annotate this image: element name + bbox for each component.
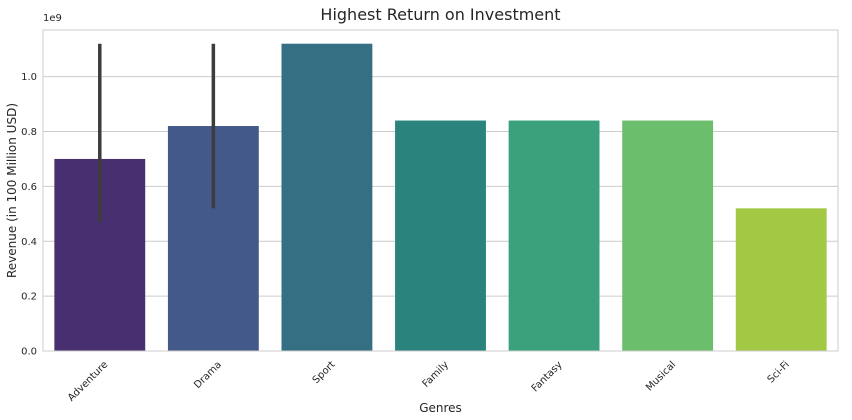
- x-tick-label: Family: [421, 359, 452, 390]
- x-tick-label: Adventure: [66, 359, 110, 403]
- x-tick-label: Sport: [311, 359, 338, 386]
- y-tick-label: 0.4: [21, 237, 37, 248]
- bar-family: [395, 120, 486, 352]
- y-tick-label: 0.2: [21, 292, 37, 303]
- x-tick-label: Drama: [192, 359, 224, 391]
- x-tick-label: Musical: [644, 359, 678, 393]
- plot-frame: [42, 29, 839, 352]
- y-tick-label: 1.0: [21, 72, 37, 83]
- x-axis-label: Genres: [419, 401, 462, 415]
- bars: [54, 43, 827, 352]
- bar-sci-fi: [735, 208, 827, 351]
- bar-fantasy: [508, 120, 600, 352]
- y-offset-label: 1e9: [43, 13, 62, 24]
- y-axis-label: Revenue (in 100 Million USD): [5, 103, 19, 278]
- error-bars: [98, 43, 216, 223]
- y-tick-label: 0.8: [21, 127, 37, 138]
- bar-sport: [281, 43, 373, 351]
- bar-musical: [622, 120, 714, 352]
- chart-title: Highest Return on Investment: [320, 5, 560, 24]
- y-ticks: 0.0 0.2 0.4 0.6 0.8 1.0: [21, 72, 37, 357]
- y-tick-label: 0.0: [21, 347, 37, 358]
- x-ticks: Adventure Drama Sport Family Fantasy Musical S…: [66, 359, 792, 403]
- x-tick-label: Fantasy: [530, 359, 565, 394]
- x-tick-label: Sci-Fi: [766, 359, 792, 385]
- y-tick-label: 0.6: [21, 182, 37, 193]
